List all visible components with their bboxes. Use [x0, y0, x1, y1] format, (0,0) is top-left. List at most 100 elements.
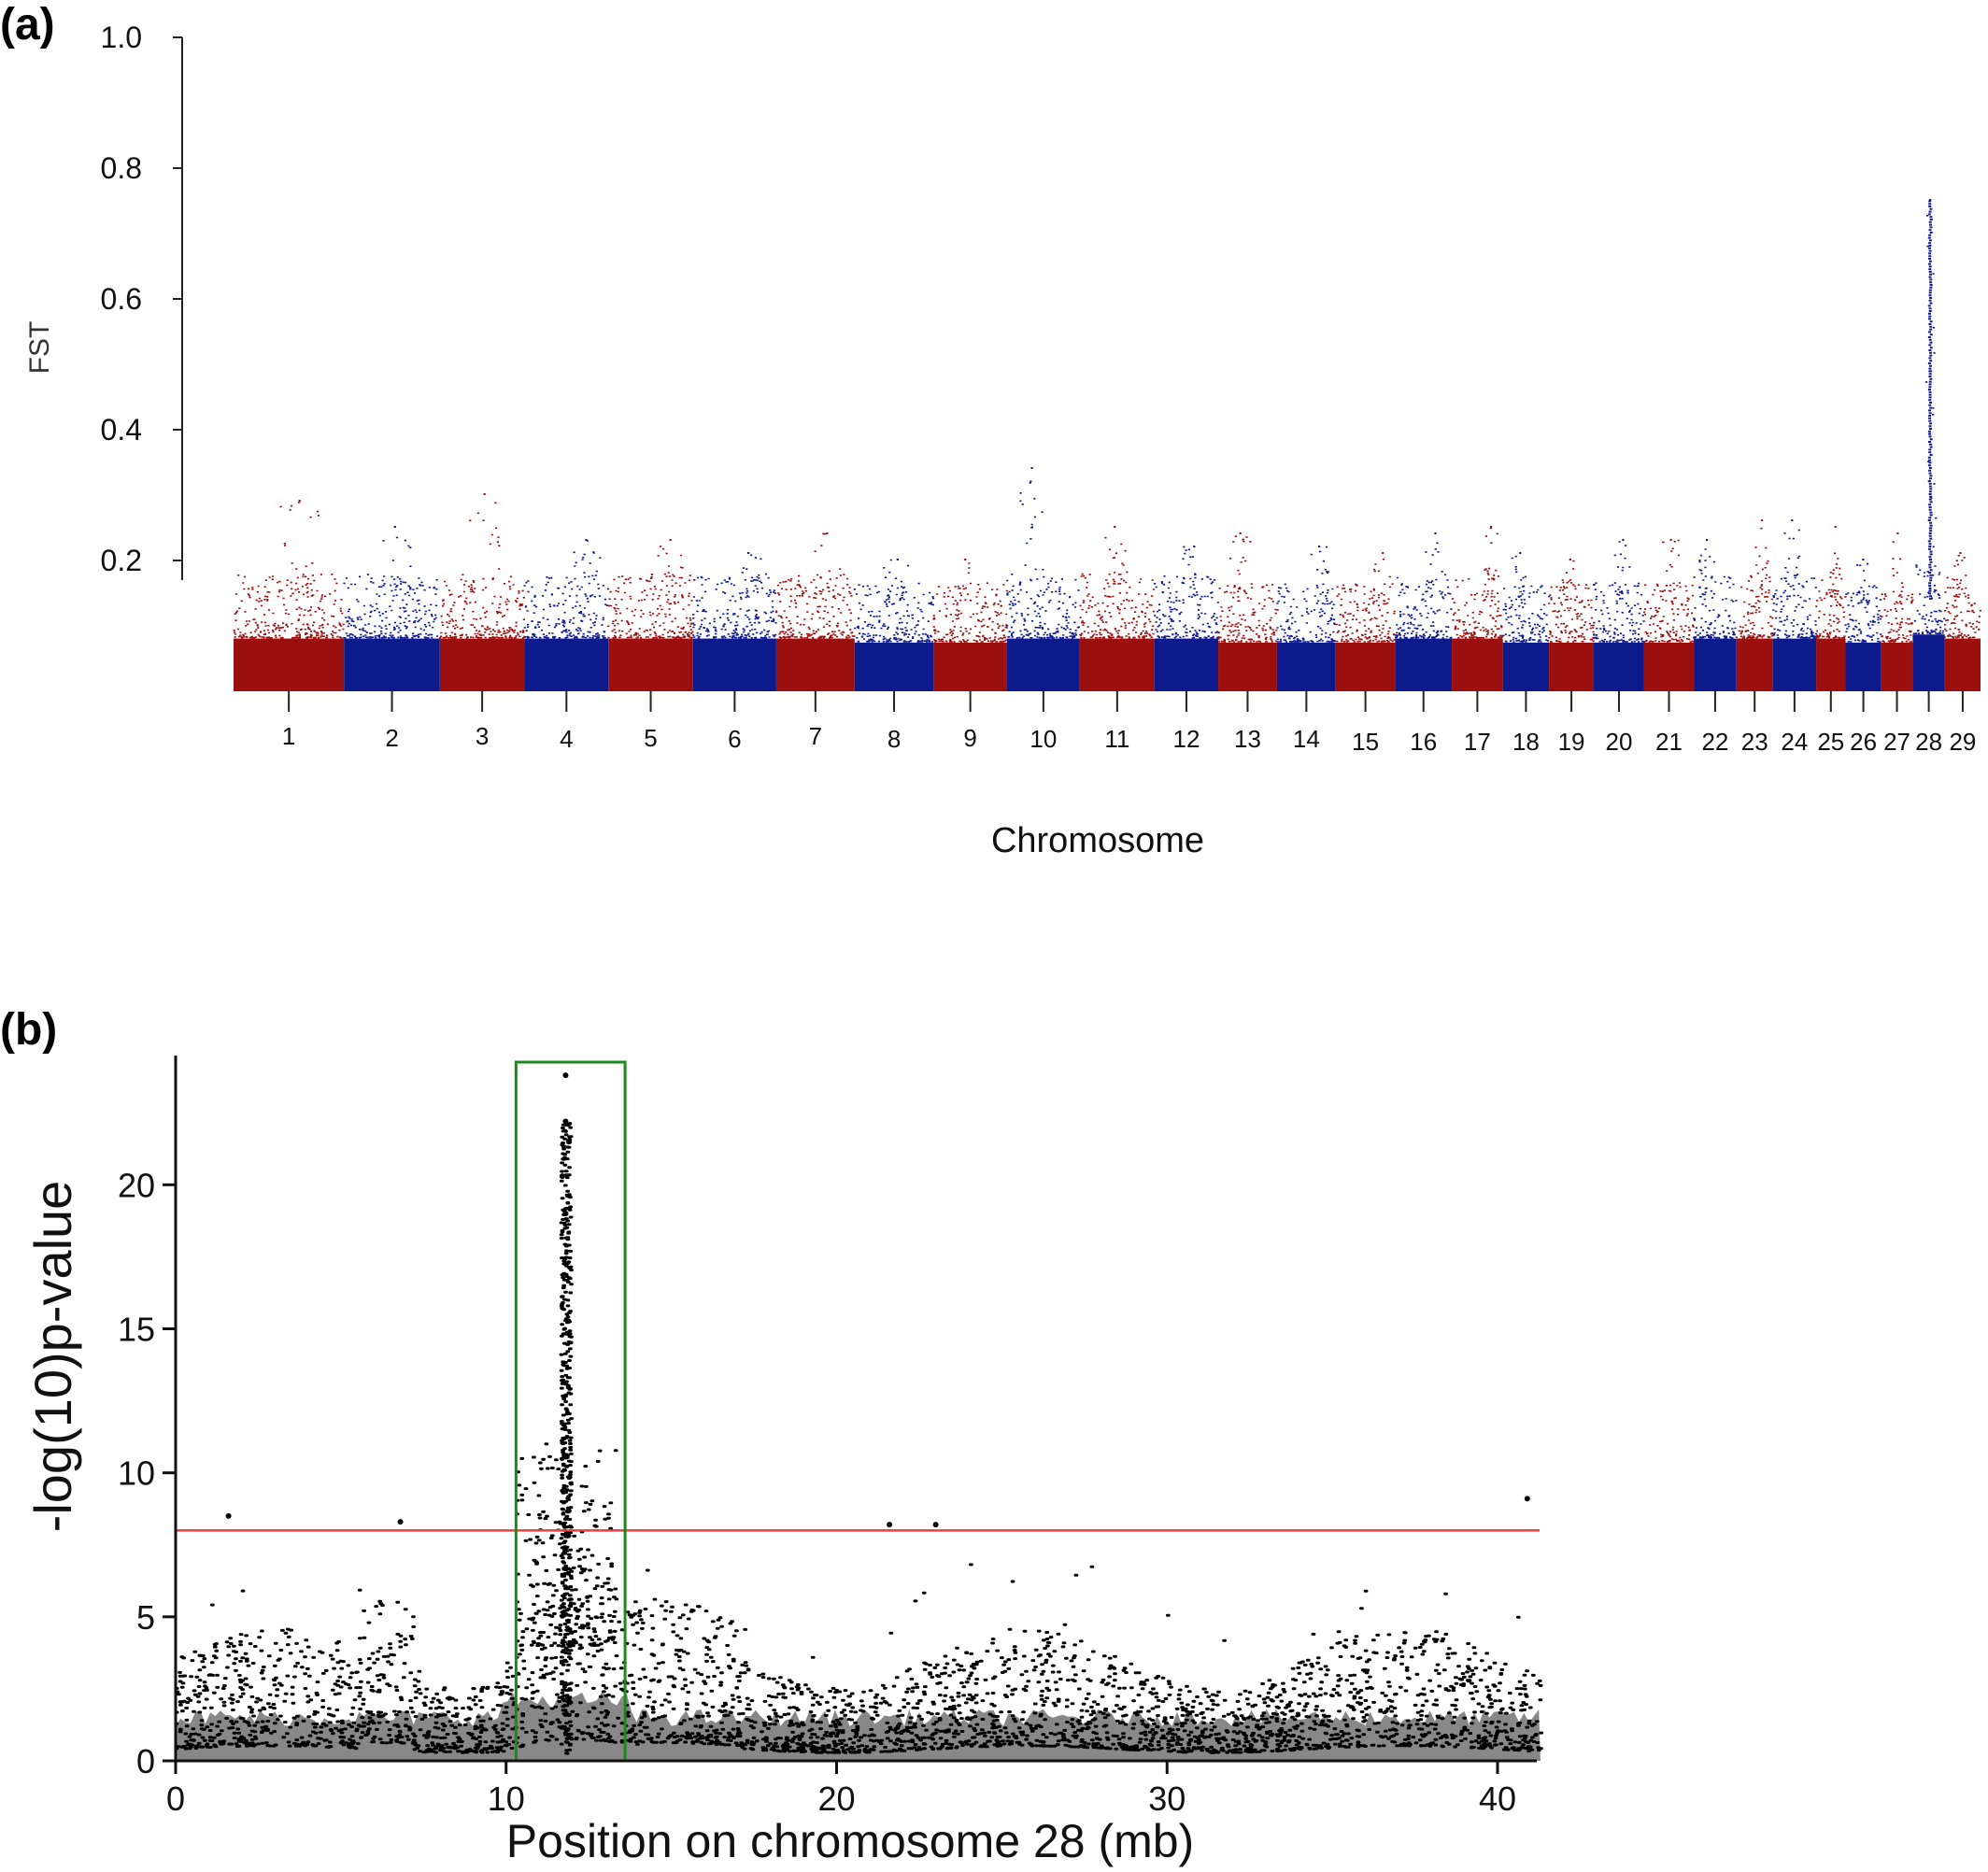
chromosome-12-label: 12: [1173, 725, 1200, 753]
chromosome-26-points: [1844, 559, 1882, 691]
chromosome-7-points: [775, 532, 856, 691]
chromosome-17-label: 17: [1464, 728, 1491, 756]
chromosome-18-label: 18: [1512, 728, 1540, 756]
chromosome-9-band: [933, 642, 1007, 691]
chromosome-26-scatter: [1844, 559, 1882, 643]
chromosome-17-points: [1451, 526, 1503, 691]
chromosome-28-points: [1912, 199, 1946, 691]
chromosome-6-points: [692, 552, 777, 691]
chromosome-15-label: 15: [1352, 728, 1379, 756]
panel-b-x-ticks: 0 10 20 30 40: [166, 1761, 1516, 1818]
chromosome-11-label: 11: [1104, 725, 1129, 753]
chromosome-13-points: [1217, 532, 1278, 691]
panel-b-top-point: [565, 1139, 572, 1145]
panel-a-x-axis-title: Chromosome: [991, 821, 1204, 860]
chromosome-29-scatter: [1943, 552, 1981, 639]
panel-b-y-tick-label: 15: [118, 1311, 155, 1349]
chromosome-18-band: [1502, 642, 1550, 691]
panel-b-y-tick-label: 10: [118, 1454, 155, 1493]
chromosome-8-scatter: [853, 559, 935, 643]
chromosome-20-band: [1594, 642, 1644, 691]
panel-a-y-tick-label: 0.6: [101, 282, 142, 316]
chromosome-4-points: [523, 539, 610, 691]
chromosome-6-band: [692, 638, 776, 691]
chromosome-4-label: 4: [560, 725, 573, 753]
chromosome-23-band: [1736, 638, 1773, 691]
chromosome-15-band: [1335, 642, 1396, 691]
chromosome-20-scatter: [1593, 539, 1645, 643]
chromosome-3-band: [439, 638, 525, 691]
chromosome-25-band: [1816, 638, 1846, 691]
chromosome-16-label: 16: [1410, 728, 1437, 756]
chromosome-16-band: [1395, 638, 1453, 691]
chromosome-29-label: 29: [1949, 728, 1976, 756]
panel-b-top-point: [1524, 1496, 1530, 1502]
chromosome-8-points: [853, 559, 935, 691]
chromosome-25-points: [1815, 526, 1847, 691]
panel-b-y-axis-title: -log(10)p-value: [23, 1181, 82, 1533]
chromosome-21-label: 21: [1655, 728, 1683, 756]
panel-b-top-point: [559, 1173, 565, 1180]
chromosome-23-label: 23: [1741, 728, 1768, 756]
chromosome-16-points: [1394, 532, 1453, 691]
panel-a-y-tick-label: 0.4: [101, 413, 142, 447]
chromosome-17-scatter: [1451, 526, 1503, 639]
panel-a-fst-manhattan: (a) FST 0.20.40.60.81.0 1 2 3 4 5 6 7 8 9 10 11 12 1…: [0, 0, 1981, 860]
chromosome-16-scatter: [1394, 532, 1453, 639]
chromosome-10-band: [1006, 638, 1080, 691]
chromosome-7-label: 7: [809, 722, 822, 750]
chromosome-19-points: [1548, 559, 1595, 691]
chromosome-14-scatter: [1276, 546, 1337, 643]
chromosome-28-label: 28: [1915, 728, 1942, 756]
panel-a-y-axis-title: FST: [24, 321, 55, 375]
chromosome-13-label: 13: [1234, 725, 1261, 753]
chromosome-14-points: [1276, 546, 1337, 691]
panel-b-top-point: [562, 1211, 569, 1217]
chromosome-3-scatter: [439, 493, 526, 639]
panel-a-y-ticks: 0.2 0.4 0.6 0.8 1.0: [101, 21, 182, 577]
chromosome-22-scatter: [1693, 539, 1738, 639]
panel-b-x-tick-label: 0: [166, 1780, 185, 1818]
chromosome-1-label: 1: [282, 722, 295, 750]
chromosome-12-scatter: [1153, 546, 1219, 639]
chromosome-1-band: [234, 638, 345, 691]
chromosome-15-points: [1335, 552, 1396, 691]
chromosome-13-band: [1218, 642, 1277, 691]
chromosome-28-band: [1912, 634, 1945, 691]
panel-b-y-tick-label: 20: [118, 1166, 155, 1204]
panel-b-x-axis-title: Position on chromosome 28 (mb): [506, 1815, 1194, 1867]
chromosome-21-points: [1643, 539, 1695, 691]
chromosome-26-band: [1845, 642, 1882, 691]
chromosome-8-band: [854, 642, 934, 691]
chromosome-25-scatter: [1815, 526, 1847, 639]
chromosome-29-band: [1944, 638, 1981, 691]
chromosome-18-points: [1502, 552, 1551, 691]
chromosome-22-points: [1693, 539, 1738, 691]
panel-a-x-ticks: 1 2 3 4 5 6 7 8 9 10 11 12 13 14 15 16 17 18 19 20 21 22 23 24 2…: [282, 691, 1976, 756]
panel-b-snp-points: [174, 1122, 1543, 1755]
chromosome-23-points: [1735, 519, 1774, 691]
chromosome-17-band: [1452, 638, 1503, 691]
chromosome-6-scatter: [692, 552, 777, 639]
chromosome-13-scatter: [1217, 532, 1278, 643]
chromosome-25-label: 25: [1817, 728, 1844, 756]
chromosome-19-scatter: [1548, 559, 1595, 643]
panel-b-top-point: [887, 1522, 893, 1528]
panel-b-top-point: [562, 1072, 569, 1079]
chromosome-22-label: 22: [1701, 728, 1728, 756]
chromosome-20-points: [1593, 539, 1645, 691]
chromosome-27-label: 27: [1883, 728, 1910, 756]
chromosome-6-label: 6: [728, 725, 741, 753]
panel-b-x-tick-label: 10: [488, 1780, 525, 1818]
panel-b-x-tick-label: 20: [817, 1780, 855, 1818]
chromosome-27-band: [1881, 642, 1913, 691]
panel-b-top-point: [397, 1519, 404, 1525]
chromosome-28-scatter: [1912, 199, 1946, 635]
chromosome-11-scatter: [1079, 526, 1156, 639]
panel-b-y-ticks: 0 5 10 15 20: [118, 1166, 176, 1780]
panel-b-label: (b): [0, 1005, 57, 1055]
chromosome-7-scatter: [775, 532, 856, 639]
panel-a-points: [233, 199, 1981, 691]
chromosome-15-scatter: [1335, 552, 1396, 643]
chromosome-24-label: 24: [1781, 728, 1808, 756]
